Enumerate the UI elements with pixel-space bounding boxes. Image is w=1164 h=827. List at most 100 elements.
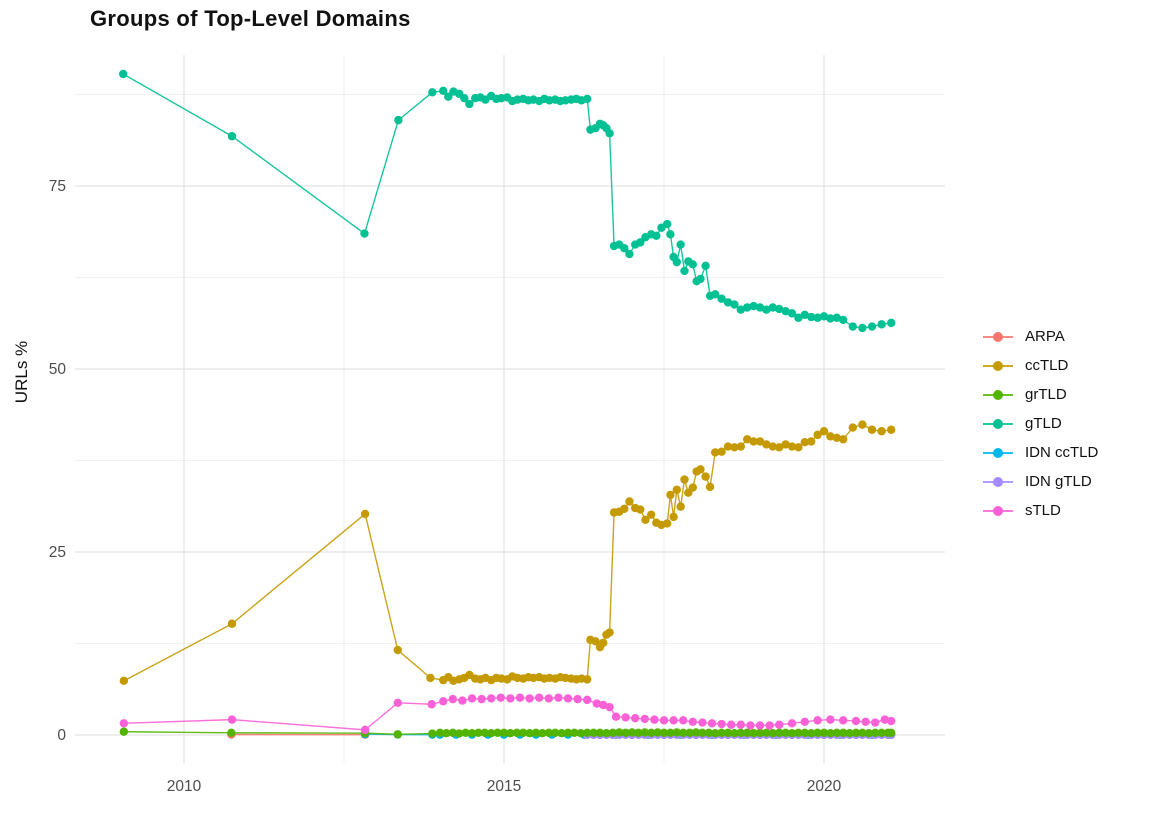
x-tick-label: 2015 bbox=[487, 778, 521, 795]
series-cctld-point bbox=[826, 432, 835, 441]
series-cctld-point bbox=[717, 447, 726, 456]
series-gtld-point bbox=[867, 322, 877, 331]
series-grtld-point bbox=[736, 728, 745, 738]
series-stld-point bbox=[727, 720, 736, 729]
series-cctld-point bbox=[723, 442, 733, 451]
series-stld-point bbox=[119, 719, 129, 728]
series-stld-point bbox=[887, 716, 896, 726]
series-cctld-line bbox=[123, 423, 892, 682]
series-stld-point bbox=[360, 725, 370, 735]
series-grtld-point bbox=[755, 728, 765, 738]
series-grtld-point bbox=[807, 728, 816, 738]
series-grtld-point bbox=[787, 728, 797, 738]
series-cctld-point bbox=[666, 490, 675, 500]
series-grtld-point bbox=[717, 728, 726, 738]
series-gtld-point bbox=[755, 303, 765, 312]
series-grtld-point bbox=[832, 728, 841, 738]
series-grtld-point bbox=[435, 728, 445, 738]
series-grtld bbox=[119, 727, 896, 739]
series-grtld-point bbox=[685, 728, 694, 738]
y-tick-label: 0 bbox=[57, 727, 66, 744]
series-gtld-point bbox=[813, 313, 822, 322]
series-gtld-point bbox=[717, 294, 726, 303]
legend-label-stld: sTLD bbox=[1025, 502, 1061, 519]
series-gtld-point bbox=[666, 230, 675, 239]
series-grtld-point bbox=[666, 728, 675, 738]
series-grtld-point bbox=[768, 728, 777, 738]
legend-label-cctld: ccTLD bbox=[1025, 357, 1069, 374]
series-cctld-point bbox=[676, 502, 685, 511]
series-gtld-point bbox=[877, 320, 886, 329]
legend-key-gtld-icon bbox=[983, 418, 1013, 430]
series-grtld-point bbox=[544, 728, 553, 738]
series-cctld-point bbox=[705, 482, 715, 492]
series-grtld-point bbox=[749, 728, 758, 738]
series-stld-point bbox=[592, 699, 601, 708]
series-cctld-point bbox=[119, 676, 129, 686]
series-cctld-point bbox=[625, 497, 634, 506]
series-stld-point bbox=[535, 693, 544, 702]
series-gtld-point bbox=[775, 304, 784, 314]
series-cctld-point bbox=[641, 515, 650, 524]
series-grtld-point bbox=[800, 728, 809, 738]
series-gtld-point bbox=[839, 315, 848, 325]
grid-lines bbox=[75, 55, 945, 763]
series-gtld-point bbox=[730, 300, 739, 309]
series-stld-point bbox=[736, 720, 745, 729]
series-gtld-point bbox=[465, 99, 474, 109]
series-stld-point bbox=[631, 713, 640, 723]
series-grtld-point bbox=[826, 728, 835, 738]
series-grtld-point bbox=[442, 728, 451, 738]
series-cctld-point bbox=[839, 435, 848, 444]
series-stld-point bbox=[861, 717, 870, 727]
series-cctld-point bbox=[591, 637, 600, 646]
series-cctld-point bbox=[832, 433, 841, 443]
series-stld-point bbox=[707, 719, 717, 728]
series-grtld-point bbox=[851, 728, 861, 738]
legend-key-idn-gtld-icon bbox=[983, 476, 1013, 488]
series-grtld-point bbox=[461, 728, 470, 738]
series-stld-point bbox=[525, 694, 534, 703]
series-grtld-point bbox=[595, 728, 605, 738]
series-stld-point bbox=[746, 721, 755, 730]
series-stld-point bbox=[506, 694, 515, 703]
legend-label-idn-gtld: IDN gTLD bbox=[1025, 473, 1092, 490]
series-gtld-point bbox=[800, 310, 809, 320]
series-grtld-point bbox=[781, 728, 790, 738]
series-gtld-point bbox=[688, 260, 697, 269]
series-grtld-point bbox=[563, 728, 573, 738]
series-grtld-point bbox=[589, 728, 598, 738]
series-cctld-point bbox=[736, 442, 745, 451]
series-grtld-point bbox=[557, 728, 566, 738]
series-cctld-point bbox=[743, 435, 752, 444]
series-grtld-point bbox=[499, 728, 509, 738]
series-grtld-point bbox=[602, 728, 611, 738]
series-cctld-point bbox=[360, 509, 370, 519]
legend-label-idn-cctld: IDN ccTLD bbox=[1025, 444, 1099, 461]
legend-key-cctld-icon bbox=[983, 360, 1013, 372]
series-cctld-point bbox=[605, 628, 614, 637]
series-stld-point bbox=[826, 715, 835, 724]
series-grtld-point bbox=[819, 728, 829, 738]
series-stld-point bbox=[554, 693, 563, 702]
series-gtld-point bbox=[444, 92, 453, 101]
series-cctld-point bbox=[620, 504, 629, 514]
series-grtld-point bbox=[393, 730, 402, 739]
series-grtld-point bbox=[506, 728, 515, 738]
series-stld-point bbox=[573, 694, 582, 704]
series-grtld-point bbox=[871, 728, 880, 738]
series-cctld-point bbox=[688, 483, 697, 492]
series-stld bbox=[119, 693, 896, 735]
series-gtld-point bbox=[743, 303, 752, 312]
series-gtld-point bbox=[701, 261, 710, 270]
series-cctld-point bbox=[867, 425, 877, 434]
series-stld-point bbox=[787, 719, 797, 728]
series-stld-point bbox=[448, 694, 457, 704]
series-gtld-point bbox=[848, 322, 857, 331]
series-stld-point bbox=[599, 700, 608, 710]
series-grtld-point bbox=[525, 728, 534, 738]
series-gtld-point bbox=[460, 93, 469, 103]
series-cctld-point bbox=[755, 437, 765, 446]
